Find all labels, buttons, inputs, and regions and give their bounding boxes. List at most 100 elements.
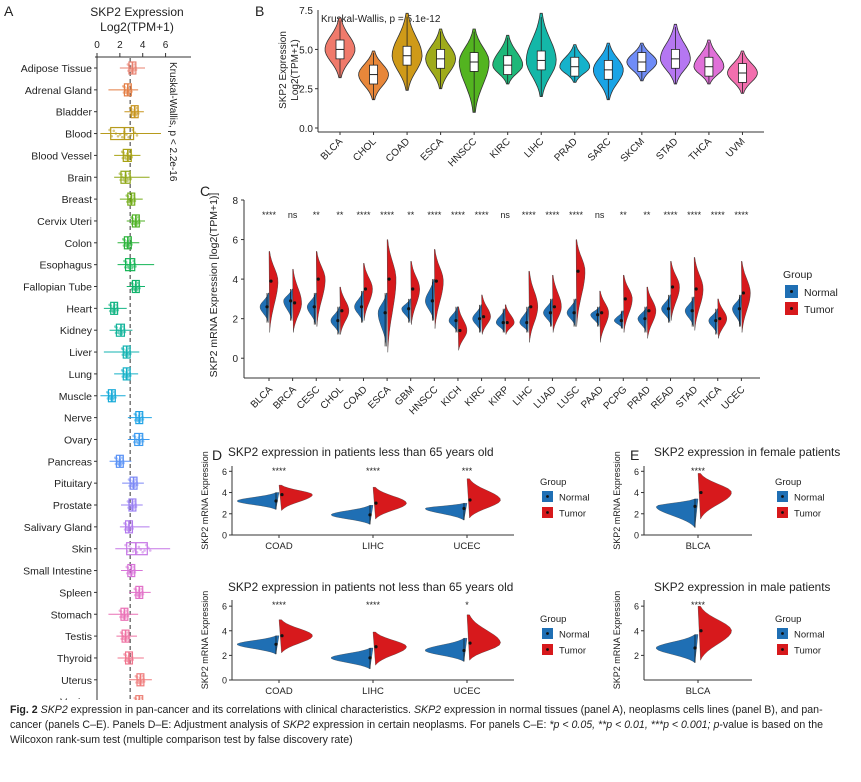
panel-b-category-label-group: COAD (384, 136, 412, 164)
panel-b-category-label: STAD (654, 136, 680, 162)
panel-b-category-label: COAD (384, 136, 412, 164)
panel-a-category-label: Pituitary (54, 478, 93, 490)
panel-c-violin-normal (306, 292, 317, 325)
panel-a-category-label: Heart (66, 303, 92, 315)
caption-p3: ***p < 0.001; (650, 719, 714, 731)
panel-d1-ytick-label: 6 (222, 467, 227, 477)
panel-a-category-label: Spleen (59, 587, 92, 599)
panel-e2-legend-dot-tumor (781, 648, 784, 651)
panel-c-category-label: LIHC (511, 384, 535, 408)
panel-a-category-label: Skin (72, 544, 93, 556)
panel-c-category-label-group: READ (649, 384, 676, 411)
panel-d1-category-label: COAD (265, 541, 293, 552)
caption-p-letter: p (713, 719, 720, 731)
panel-c-point-normal (265, 305, 269, 309)
panel-c-point-normal (548, 311, 553, 315)
panel-a-category-label: Testis (65, 631, 92, 643)
caption-gene-3: SKP2 (282, 719, 310, 731)
panel-a-category-label: Kidney (60, 325, 93, 337)
panel-c-point-tumor (411, 287, 415, 291)
panel-c-category-label: CHOL (319, 384, 347, 412)
panel-c-significance: **** (380, 210, 395, 220)
panel-c-point-normal (525, 321, 529, 325)
panel-c-significance: **** (475, 210, 490, 220)
panel-a-point (136, 221, 139, 225)
panel-c-legend-dot-normal (790, 290, 793, 293)
panel-a-point (136, 287, 139, 290)
panel-e2-legend-title: Group (775, 614, 801, 625)
panel-c-violin-tumor (670, 261, 680, 321)
panel-a-point (127, 135, 130, 139)
panel-c-category-label: PRAD (626, 384, 653, 411)
panel-a-xtick-label: 6 (163, 40, 169, 51)
panel-a-point (129, 547, 133, 550)
panel-a-point (128, 243, 131, 246)
panel-b-category-label: CHOL (351, 136, 379, 164)
panel-c-violin-normal (590, 306, 600, 327)
panel-a-point (134, 483, 137, 487)
panel-c-significance: ** (313, 210, 321, 220)
panel-d2-ylabel-group: SKP2 mRNA Expression (200, 591, 210, 690)
panel-a-point (127, 374, 130, 378)
panel-e1-ytick-label: 2 (634, 509, 639, 519)
panel-c-point-tumor (387, 277, 391, 281)
panel-letter-a: A (4, 3, 14, 19)
panel-d1-legend-dot-normal (546, 495, 549, 498)
panel-e2-legend-dot-normal (781, 632, 784, 635)
panel-c-category-label-group: UCEC (720, 384, 748, 412)
panel-a-category-label: Vagina (60, 697, 92, 700)
panel-a-point (139, 592, 143, 596)
panel-c-category-label: LUAD (532, 384, 559, 411)
caption-text-4: expression in certain neoplasms. For pan… (309, 719, 550, 731)
panel-a-point (143, 549, 146, 552)
panel-a-category-label: Colon (65, 238, 93, 250)
panel-d1-point-normal (462, 506, 466, 511)
panel-c-significance: **** (734, 210, 749, 220)
panel-c-point-tumor (434, 279, 438, 283)
panel-a-xtick-label: 2 (117, 40, 123, 51)
panel-c-significance: **** (711, 210, 726, 220)
panel-c-violin-tumor (741, 261, 751, 333)
panel-a-point (124, 614, 128, 618)
panel-a-point (112, 396, 115, 399)
panel-b-category-label-group: KIRC (488, 136, 513, 161)
panel-e2-ytick-label: 4 (634, 626, 639, 636)
panel-e2-violin-tumor (697, 606, 732, 661)
panel-d2-legend-dot-normal (546, 632, 549, 635)
panel-d1-title: SKP2 expression in patients less than 65… (228, 445, 494, 459)
panel-a-point (121, 330, 124, 334)
panel-c-violin-normal (732, 294, 742, 327)
panel-e1-legend-dot-normal (781, 495, 784, 498)
panel-a-point (135, 439, 139, 442)
panel-b-ytick-label: 5.0 (299, 45, 313, 56)
panel-c-legend-title: Group (783, 269, 812, 281)
panel-c-point-normal (714, 319, 718, 323)
panel-c-point-tumor (505, 321, 509, 325)
panel-a-point (131, 199, 135, 203)
panel-d1-violin-normal (330, 505, 374, 525)
panel-e1-point-normal (693, 504, 697, 508)
panel-d2-point-tumor (468, 641, 472, 645)
panel-c-category-label: CESC (295, 384, 322, 411)
panel-b-category-label-group: SKCM (619, 136, 647, 164)
panel-c-significance: **** (451, 210, 466, 220)
panel-c-point-tumor (600, 311, 604, 315)
panel-d2-ytick-label: 2 (222, 651, 227, 661)
panel-c-violin-tumor (292, 269, 302, 333)
panel-c-category-label: PCPG (602, 384, 630, 412)
panel-b-category-label-group: CHOL (351, 136, 379, 164)
panel-d2-ylabel: SKP2 mRNA Expression (200, 591, 210, 690)
panel-a-category-label: Breast (62, 194, 92, 206)
panel-d1-significance: *** (462, 466, 473, 476)
panel-d1-legend-label-normal: Normal (559, 493, 590, 504)
panel-c-legend-label-normal: Normal (804, 287, 838, 299)
panel-d2-category-label: COAD (265, 686, 293, 697)
caption-label: Fig. 2 (10, 704, 38, 716)
panel-a-point (126, 177, 130, 181)
figure-caption: Fig. 2 SKP2 expression in pan-cancer and… (10, 703, 852, 748)
panel-b-category-label-group: UVM (724, 136, 748, 160)
panel-c-violin-tumor (410, 261, 420, 325)
panel-d1-ytick-label: 4 (222, 488, 227, 498)
panel-c-category-label: ESCA (366, 384, 393, 411)
panel-a-point (132, 505, 136, 509)
